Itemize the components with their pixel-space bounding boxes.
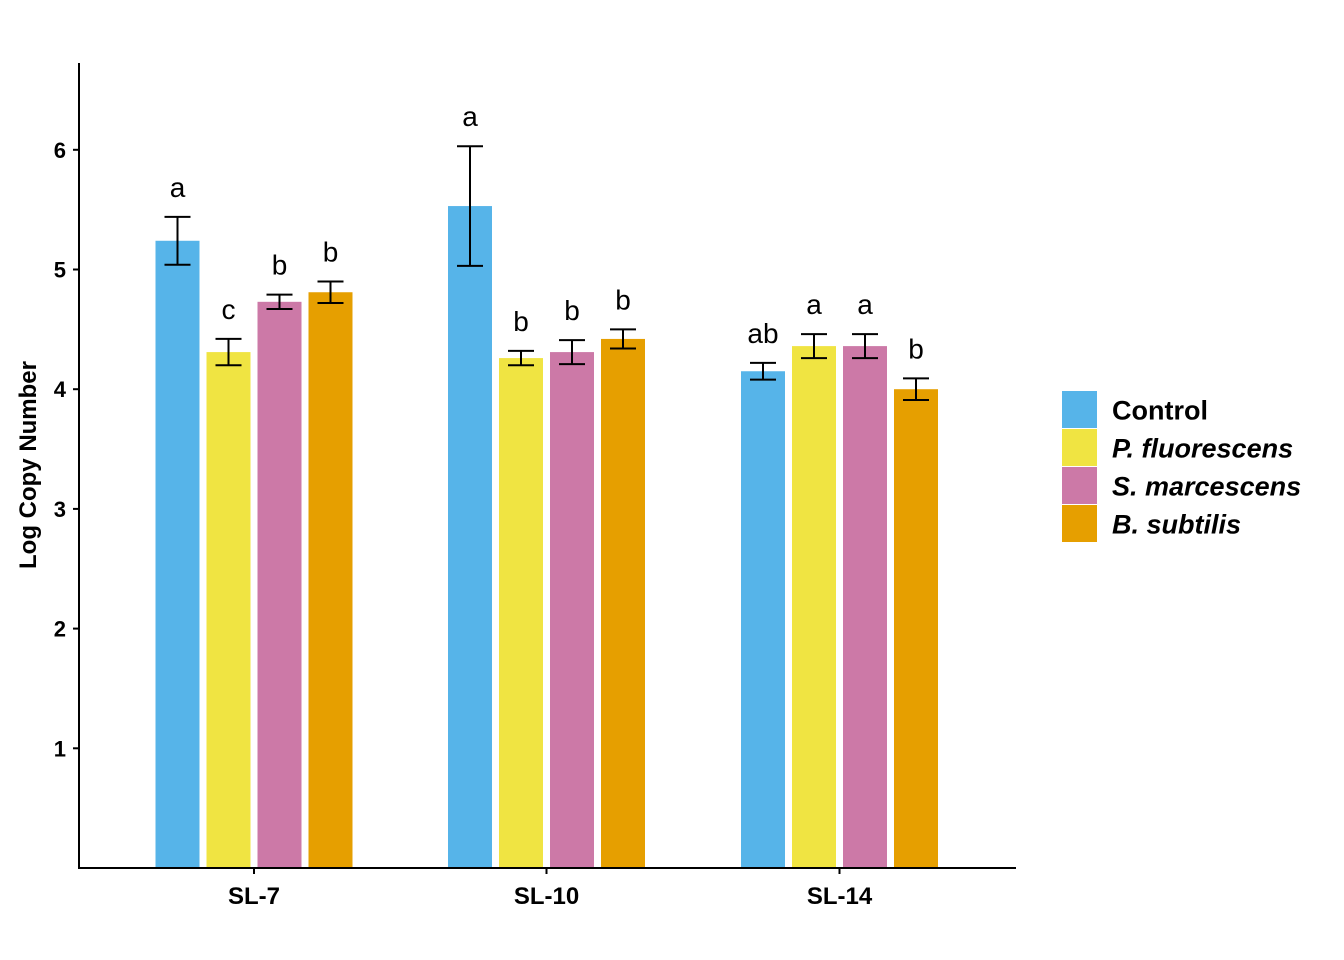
significance-label: a — [806, 289, 822, 320]
legend-swatch — [1062, 505, 1097, 542]
significance-label: a — [462, 101, 478, 132]
error-bar — [266, 293, 293, 311]
bar-control-sl-10 — [448, 206, 492, 868]
legend-item: B. subtilis — [1062, 505, 1241, 542]
legend-item: S. marcescens — [1062, 467, 1301, 504]
significance-label: b — [615, 284, 631, 315]
error-bar — [508, 349, 534, 367]
y-tick-label: 6 — [54, 138, 66, 163]
error-bar — [750, 361, 776, 381]
y-tick-label: 4 — [54, 377, 67, 402]
significance-label: b — [513, 306, 529, 337]
bar-control-sl-14 — [741, 371, 785, 868]
x-tick-label: SL-14 — [807, 883, 873, 910]
bar-b-subtilis-sl-10 — [601, 338, 645, 868]
error-bar — [559, 339, 585, 366]
significance-label: ab — [747, 318, 778, 349]
error-bar — [903, 377, 929, 401]
x-tick-label: SL-10 — [514, 883, 579, 910]
bar-p-fluorescens-sl-7 — [206, 352, 251, 868]
bar-b-subtilis-sl-7 — [308, 292, 353, 868]
bar-p-fluorescens-sl-14 — [792, 346, 836, 868]
significance-label: c — [222, 294, 236, 325]
ticks-layer: 1 2 3 4 5 6 SL-7 SL-10 SL-14 — [54, 138, 873, 910]
bar-b-subtilis-sl-14 — [894, 389, 938, 868]
y-tick-label: 3 — [54, 497, 66, 522]
error-bar — [801, 333, 827, 360]
error-bar — [852, 333, 878, 360]
legend-swatch — [1062, 467, 1097, 504]
error-bar — [610, 328, 636, 350]
error-bar — [164, 215, 191, 266]
legend-swatch — [1062, 429, 1097, 466]
legend-label: Control — [1112, 396, 1208, 426]
x-tick-label: SL-7 — [228, 883, 280, 910]
error-bar — [457, 145, 483, 267]
bar-s-marcescens-sl-10 — [550, 352, 594, 868]
legend-item: P. fluorescens — [1062, 429, 1293, 466]
bar-s-marcescens-sl-7 — [257, 301, 302, 869]
y-axis-title: Log Copy Number — [15, 361, 42, 569]
error-bar — [215, 337, 242, 367]
bar-s-marcescens-sl-14 — [843, 346, 887, 868]
y-tick-label: 1 — [54, 736, 66, 761]
legend-item: Control — [1062, 391, 1208, 428]
legend: Control P. fluorescens S. marcescens B. sub… — [1062, 391, 1301, 542]
legend-label: S. marcescens — [1112, 472, 1301, 502]
y-tick-label: 2 — [54, 617, 66, 642]
bar-p-fluorescens-sl-10 — [499, 358, 543, 868]
bar-control-sl-7 — [155, 240, 200, 869]
error-bar — [317, 280, 344, 305]
legend-swatch — [1062, 391, 1097, 428]
legend-label: B. subtilis — [1112, 510, 1241, 540]
significance-label: b — [564, 295, 580, 326]
significance-label: b — [323, 236, 339, 267]
significance-label: a — [170, 172, 186, 203]
y-tick-label: 5 — [54, 258, 66, 283]
significance-label: b — [272, 250, 288, 281]
legend-label: P. fluorescens — [1112, 434, 1293, 464]
significance-label: b — [908, 333, 924, 364]
significance-label: a — [857, 289, 873, 320]
